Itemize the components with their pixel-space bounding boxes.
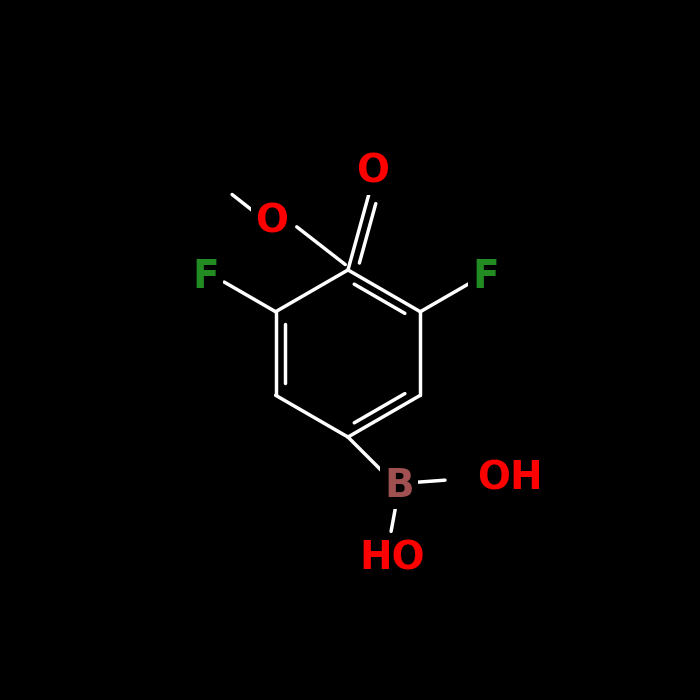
Text: F: F [472, 258, 498, 295]
Text: O: O [356, 153, 389, 190]
Text: B: B [384, 467, 414, 505]
Text: F: F [192, 258, 218, 295]
Text: HO: HO [359, 539, 425, 578]
Text: OH: OH [477, 459, 543, 497]
Text: O: O [255, 202, 288, 240]
